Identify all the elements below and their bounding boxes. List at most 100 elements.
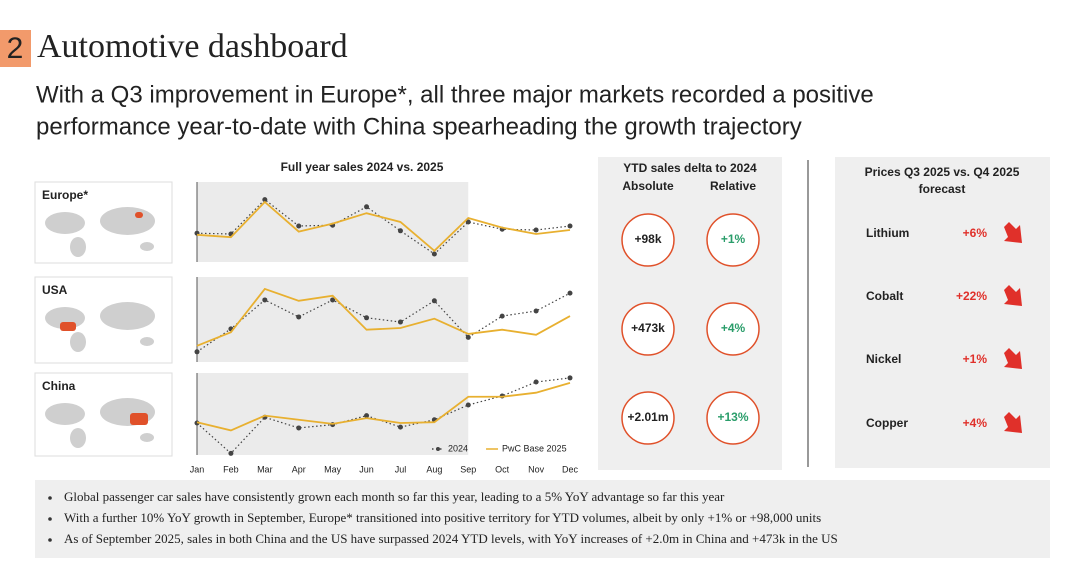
- map-highlight: [130, 413, 148, 425]
- x-tick-label: Feb: [223, 464, 239, 474]
- delta-circle: [621, 391, 675, 445]
- point: [533, 227, 539, 233]
- bullet-dot: [48, 496, 52, 500]
- map-land: [100, 207, 155, 235]
- point: [431, 251, 437, 257]
- price-change: +6%: [963, 226, 988, 240]
- section-number: 2: [7, 32, 24, 65]
- map-land: [140, 242, 154, 251]
- ytd-shading: [197, 373, 469, 455]
- prices-title: Prices Q3 2025 vs. Q4 2025: [865, 165, 1020, 179]
- delta-circle: [706, 391, 760, 445]
- page-title: Automotive dashboard: [37, 28, 348, 65]
- section-badge: [0, 30, 31, 67]
- panel-title: Full year sales 2024 vs. 2025: [281, 160, 444, 174]
- point: [296, 314, 302, 320]
- map-land: [70, 237, 86, 257]
- bullet-dot: [48, 517, 52, 521]
- delta-circle: [621, 302, 675, 356]
- delta-value: +473k: [631, 321, 665, 335]
- point: [431, 298, 437, 304]
- prices-panel: [835, 157, 1050, 468]
- series-line: [196, 292, 571, 353]
- map-highlight: [135, 212, 143, 218]
- map-land: [45, 212, 85, 234]
- x-tick-label: May: [324, 464, 342, 474]
- point: [567, 375, 573, 381]
- ytd-shading: [197, 182, 469, 262]
- point: [397, 319, 403, 325]
- subtitle: performance year-to-date with China spea…: [36, 113, 802, 140]
- map-land: [100, 302, 155, 330]
- map-land: [45, 403, 85, 425]
- delta-value: +2.01m: [627, 410, 668, 424]
- point: [567, 290, 573, 296]
- bullet-box: [35, 480, 1050, 558]
- trend-arrow: [1004, 222, 1022, 243]
- point: [262, 197, 268, 203]
- delta-value: +13%: [717, 410, 748, 424]
- commodity-name: Nickel: [866, 352, 901, 366]
- map-land: [140, 433, 154, 442]
- point: [533, 379, 539, 385]
- price-change: +1%: [963, 352, 988, 366]
- delta-value: +4%: [721, 321, 746, 335]
- point: [465, 334, 471, 340]
- commodity-name: Copper: [866, 416, 908, 430]
- price-change: +4%: [963, 416, 988, 430]
- point: [364, 315, 370, 321]
- point: [499, 313, 505, 319]
- trend-arrow: [1004, 285, 1022, 306]
- x-tick-label: Nov: [528, 464, 545, 474]
- point: [296, 223, 302, 229]
- region-label: China: [42, 379, 76, 393]
- point: [465, 402, 471, 408]
- map-highlight: [60, 322, 76, 331]
- x-tick-label: Sep: [460, 464, 476, 474]
- commodity-name: Lithium: [866, 226, 909, 240]
- point: [228, 450, 234, 456]
- delta-value: +98k: [634, 232, 661, 246]
- prices-title: forecast: [919, 182, 966, 196]
- bullet-text: Global passenger car sales have consiste…: [64, 489, 725, 504]
- region-label: USA: [42, 283, 68, 297]
- series-line: [196, 377, 571, 455]
- point: [262, 297, 268, 303]
- point: [397, 424, 403, 430]
- map-land: [70, 332, 86, 352]
- x-tick-label: Mar: [257, 464, 273, 474]
- subtitle: With a Q3 improvement in Europe*, all th…: [36, 81, 874, 108]
- delta-circle: [621, 213, 675, 267]
- column-header: Absolute: [622, 179, 674, 193]
- legend-label: PwC Base 2025: [502, 443, 567, 453]
- commodity-name: Cobalt: [866, 289, 903, 303]
- point: [194, 349, 200, 355]
- price-change: +22%: [956, 289, 987, 303]
- x-tick-label: Oct: [495, 464, 510, 474]
- legend-swatch: [436, 447, 440, 451]
- trend-arrow: [1004, 348, 1022, 369]
- series-line: [196, 287, 571, 347]
- delta-circle: [706, 302, 760, 356]
- point: [330, 297, 336, 303]
- point: [397, 228, 403, 234]
- point: [364, 204, 370, 210]
- point: [296, 425, 302, 431]
- ytd-shading: [197, 277, 469, 362]
- map-land: [140, 337, 154, 346]
- point: [465, 219, 471, 225]
- x-tick-label: Jun: [359, 464, 374, 474]
- bullet-dot: [48, 538, 52, 542]
- series-line: [196, 381, 571, 432]
- map-land: [70, 428, 86, 448]
- region-label: Europe*: [42, 188, 88, 202]
- delta-value: +1%: [721, 232, 746, 246]
- column-header: Relative: [710, 179, 756, 193]
- legend-label: 2024: [448, 443, 468, 453]
- delta-circle: [706, 213, 760, 267]
- x-tick-label: Jan: [190, 464, 205, 474]
- x-tick-label: Aug: [426, 464, 442, 474]
- bullet-text: As of September 2025, sales in both Chin…: [64, 531, 838, 546]
- x-tick-label: Apr: [292, 464, 306, 474]
- bullet-text: With a further 10% YoY growth in Septemb…: [64, 510, 821, 525]
